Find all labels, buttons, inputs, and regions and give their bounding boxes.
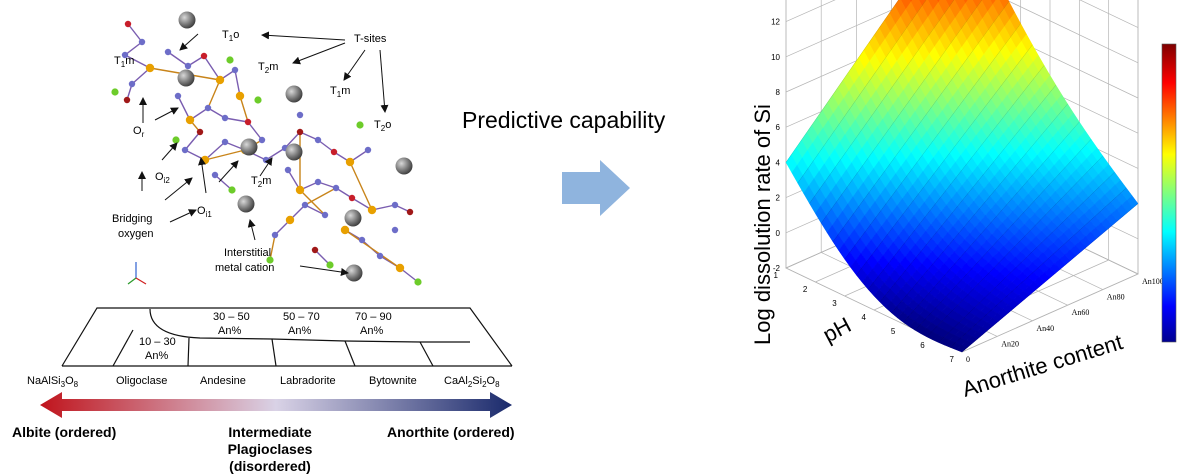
z-tick-label: -2 [773,264,781,273]
bridging-label-line1: Bridging [112,213,152,225]
x-axis-title: pH [819,312,856,347]
range-label-4: 70 – 90 [355,311,392,323]
endmember-albite-formula: NaAlSi3O8 [27,375,79,389]
an-tick-label: An80 [1107,293,1125,302]
site-label-t1m-right: T1m [330,85,350,99]
metal-cation-sphere [344,209,362,227]
site-label-t2o: T2o [374,119,391,133]
intermediate-label-line1: Intermediate [228,424,311,440]
ph-tick-label: 1 [774,271,779,280]
composition-diagram [61,307,513,367]
an-tick-label: An20 [1001,339,1019,348]
anorthite-ordered-label: Anorthite (ordered) [387,424,515,440]
site-label-t1m-left: T1m [114,55,134,69]
an-tick-label: An40 [1036,324,1054,333]
mineral-andesine: Andesine [200,375,246,387]
divider-5 [419,341,434,367]
mineral-bytownite: Bytownite [369,375,417,387]
metal-cation-sphere [237,195,255,213]
metal-cation-sphere [177,69,195,87]
site-label-t1o: T1o [222,29,239,43]
range-label-3: 50 – 70 [283,311,320,323]
plagioclase-gradient-arrow [40,392,512,418]
divider-2 [187,337,190,367]
metal-cation-sphere [285,85,303,103]
z-tick-label: 0 [776,229,781,238]
site-label-t2m-bottom: T2m [251,175,271,189]
crystal-structure: T-sites T1o T1m T2m T1m T2o T2m Or Oi2 O… [111,11,422,286]
colorbar [1161,43,1177,343]
structure-atoms [111,11,422,286]
interstitial-label-line2: metal cation [215,262,274,274]
metal-cation-sphere [285,143,303,161]
axis-triad-icon [127,262,147,285]
metal-cation-sphere [240,138,258,156]
z-tick-label: 8 [776,88,781,97]
intermediate-label-line3: (disordered) [229,458,311,474]
divider-1 [112,329,134,367]
chart-surface [785,0,1139,353]
oxygen-label-oi1: Oi1 [197,205,212,219]
site-label-t2m-top: T2m [258,61,278,75]
ph-tick-label: 4 [862,313,867,322]
predictive-capability-label: Predictive capability [462,107,666,133]
range-unit-3: An% [288,325,311,337]
ph-tick-label: 6 [920,341,925,350]
diagram-boundary-curve [149,308,470,343]
ph-tick-label: 3 [832,299,837,308]
z-tick-label: 6 [776,123,781,132]
intermediate-label-line2: Plagioclases [228,441,313,457]
annotation-arrows [138,31,389,276]
metal-cation-sphere [345,264,363,282]
an-tick-label: 0 [966,355,970,364]
range-unit-1: An% [145,350,168,362]
right-arrow-icon [562,160,630,216]
oxygen-label-or: Or [133,125,145,139]
endmember-anorthite-formula: CaAl2Si2O8 [444,375,500,389]
composition-labels: 10 – 30 An% 30 – 50 An% 50 – 70 An% 70 –… [27,311,500,389]
z-tick-label: 4 [776,158,781,167]
an-tick-label: An100 [1142,277,1164,286]
range-unit-4: An% [360,325,383,337]
tsites-label: T-sites [354,33,387,45]
mineral-labradorite: Labradorite [280,375,336,387]
diagram-outline [61,307,513,367]
z-tick-label: 12 [771,18,780,27]
metal-cation-sphere [178,11,196,29]
z-tick-label: 2 [776,194,781,203]
metal-cation-sphere [395,157,413,175]
range-unit-2: An% [218,325,241,337]
z-axis-title: Log dissolution rate of Si [750,104,775,345]
albite-ordered-label: Albite (ordered) [12,424,116,440]
range-label-2: 30 – 50 [213,311,250,323]
ph-tick-label: 7 [950,355,955,364]
divider-4 [344,340,356,367]
ph-tick-label: 2 [803,285,808,294]
z-tick-label: 10 [771,53,780,62]
an-tick-label: An60 [1072,308,1090,317]
divider-3 [271,338,277,367]
mineral-oligoclase: Oligoclase [116,375,167,387]
interstitial-label-line1: Interstitial [224,247,271,259]
ph-tick-label: 5 [891,327,896,336]
y-axis-title: Anorthite content [959,329,1125,402]
range-label-1: 10 – 30 [139,336,176,348]
bridging-label-line2: oxygen [118,228,153,240]
oxygen-label-oi2: Oi2 [155,171,170,185]
